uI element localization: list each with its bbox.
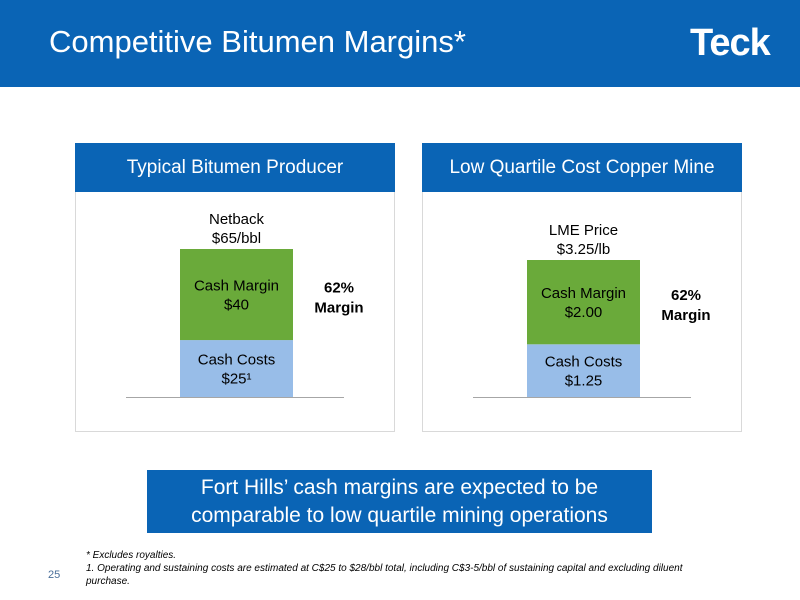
page-title: Competitive Bitumen Margins* [49,24,466,59]
conclusion-line: comparable to low quartile mining operat… [191,503,608,527]
segment-label: Cash Costs [198,352,276,369]
segment-label: Cash Costs [545,354,623,371]
margin-percent: 62% [324,279,354,296]
segment-label: Cash Margin [194,278,279,295]
footnote: * Excludes royalties. [86,550,177,561]
footnote: 1. Operating and sustaining costs are es… [86,563,683,587]
margin-label: Margin [314,299,363,316]
panel-title: Low Quartile Cost Copper Mine [422,143,742,192]
segment-value: $40 [224,297,249,314]
cash-costs-bar [180,340,293,397]
margin-percent: 62% [671,287,701,304]
total-value: $65/bbl [212,230,261,247]
conclusion-line: Fort Hills’ cash margins are expected to… [200,475,599,499]
bitumen-producer-panel: Typical Bitumen Producer Cash Costs $25¹ C… [75,143,395,432]
segment-label: Cash Margin [541,285,626,302]
copper-mine-panel: Low Quartile Cost Copper Mine Cash Costs… [422,143,742,432]
cash-margin-bar [527,260,640,345]
header-bar: Competitive Bitumen Margins* Teck [0,0,800,87]
cash-costs-bar [527,344,640,397]
panel-title: Typical Bitumen Producer [75,143,395,192]
teck-logo: Teck [690,22,771,64]
copper-chart: Cash Costs $1.25 Cash Margin $2.00 LME Price… [473,222,711,398]
total-value: $3.25/lb [557,241,610,258]
margin-label: Margin [661,307,710,324]
total-label: Netback [209,211,265,228]
total-label: LME Price [549,222,618,239]
segment-value: $1.25 [565,373,603,390]
cash-margin-bar [180,249,293,341]
conclusion-box: Fort Hills’ cash margins are expected to… [147,470,652,533]
bitumen-chart: Cash Costs $25¹ Cash Margin $40 Netback $65/b… [126,211,364,398]
page-number: 25 [48,569,61,581]
segment-value: $2.00 [565,304,603,321]
footnotes: * Excludes royalties. 1. Operating and s… [86,549,726,588]
segment-value: $25¹ [221,371,251,388]
